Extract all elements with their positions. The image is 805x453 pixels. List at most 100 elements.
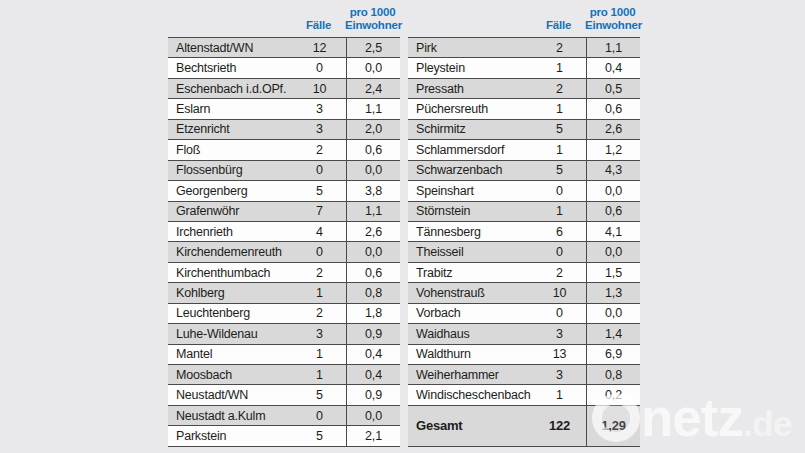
cases-value: 2: [293, 140, 346, 159]
table-row: Moosbach 1 0,4: [168, 365, 400, 385]
municipality-name: Luhe-Wildenau: [168, 324, 293, 343]
cases-value: 3: [533, 365, 586, 384]
municipality-name: Grafenwöhr: [168, 202, 293, 221]
cases-value: 3: [293, 324, 346, 343]
cases-value: 2: [533, 38, 586, 57]
table-row: Eslarn 3 1,1: [168, 99, 400, 119]
per1000-value: 0,6: [346, 263, 400, 282]
table-row: Waldthurn 13 6,9: [408, 345, 640, 365]
municipality-name: Neustadt/WN: [168, 385, 293, 404]
column-header-pro1000-line1: pro 1000: [345, 6, 400, 19]
table-row: Waidhaus 3 1,4: [408, 324, 640, 344]
watermark-netz: netz: [641, 397, 743, 439]
cases-value: 6: [533, 222, 586, 241]
municipality-name: Störnstein: [408, 202, 533, 221]
municipality-name: Eslarn: [168, 99, 293, 118]
table-row: Windischeschenbach 1 0,2: [408, 385, 640, 405]
per1000-value: 0,4: [586, 58, 640, 77]
table-row: Flossenbürg 0 0,0: [168, 161, 400, 181]
per1000-value: 3,8: [346, 181, 400, 200]
per1000-value: 0,5: [586, 79, 640, 98]
municipality-name: Kohlberg: [168, 283, 293, 302]
cases-value: 0: [293, 242, 346, 261]
table-row: Eschenbach i.d.OPf. 10 2,4: [168, 79, 400, 99]
municipality-name: Tännesberg: [408, 222, 533, 241]
per1000-value: 2,1: [346, 426, 400, 445]
table-row: Grafenwöhr 7 1,1: [168, 202, 400, 222]
per1000-value: 0,9: [346, 385, 400, 404]
table-row: Vorbach 0 0,0: [408, 304, 640, 324]
table-row: Pressath 2 0,5: [408, 79, 640, 99]
cases-value: 1: [293, 345, 346, 364]
cases-value: 0: [293, 406, 346, 425]
municipality-name: Waldthurn: [408, 345, 533, 364]
per1000-value: 0,0: [346, 406, 400, 425]
per1000-value: 2,6: [586, 120, 640, 139]
per1000-value: 0,6: [586, 202, 640, 221]
table-row: Kohlberg 1 0,8: [168, 283, 400, 303]
watermark-text: netz .de: [641, 397, 792, 439]
cases-value: 2: [293, 263, 346, 282]
cases-value: 4: [293, 222, 346, 241]
per1000-value: 1,2: [586, 140, 640, 159]
municipality-name: Schlammersdorf: [408, 140, 533, 159]
table-row: Pirk 2 1,1: [408, 38, 640, 58]
table-row: Kirchenthumbach 2 0,6: [168, 263, 400, 283]
table-row: Schwarzenbach 5 4,3: [408, 161, 640, 181]
municipality-name: Pressath: [408, 79, 533, 98]
cases-value: 5: [293, 385, 346, 404]
municipality-name: Parkstein: [168, 426, 293, 445]
per1000-value: 0,9: [346, 324, 400, 343]
cases-value: 2: [293, 304, 346, 323]
per1000-value: 1,1: [346, 202, 400, 221]
column-header-faelle: Fälle: [532, 19, 585, 32]
per1000-value: 2,6: [346, 222, 400, 241]
cases-value: 1: [533, 99, 586, 118]
per1000-value: 2,0: [346, 120, 400, 139]
municipality-name: Georgenberg: [168, 181, 293, 200]
cases-value: 10: [293, 79, 346, 98]
per1000-value: 0,0: [586, 304, 640, 323]
per1000-value: 0,4: [346, 365, 400, 384]
table-row: Luhe-Wildenau 3 0,9: [168, 324, 400, 344]
municipality-name: Vohenstrauß: [408, 283, 533, 302]
cases-value: 0: [533, 242, 586, 261]
municipality-name: Irchenrieth: [168, 222, 293, 241]
municipality-name: Speinshart: [408, 181, 533, 200]
cases-value: 5: [533, 161, 586, 180]
cases-value: 1: [533, 140, 586, 159]
table-row: Schirmitz 5 2,6: [408, 120, 640, 140]
municipality-name: Altenstadt/WN: [168, 38, 293, 57]
column-headers-right: Fälle pro 1000 Einwohner: [408, 0, 640, 37]
cases-value: 7: [293, 202, 346, 221]
per1000-value: 0,8: [586, 365, 640, 384]
per1000-value: 2,4: [346, 79, 400, 98]
cases-value: 12: [293, 38, 346, 57]
cases-value: 1: [293, 283, 346, 302]
cases-value: 0: [293, 58, 346, 77]
municipality-name: Mantel: [168, 345, 293, 364]
municipality-name: Schwarzenbach: [408, 161, 533, 180]
per1000-value: 0,6: [586, 99, 640, 118]
cases-value: 5: [293, 426, 346, 445]
municipality-name: Pirk: [408, 38, 533, 57]
column-headers-left: Fälle pro 1000 Einwohner: [168, 0, 400, 37]
municipality-name: Vorbach: [408, 304, 533, 323]
municipality-name: Floß: [168, 140, 293, 159]
table-row: Altenstadt/WN 12 2,5: [168, 38, 400, 58]
per1000-value: 4,3: [586, 161, 640, 180]
municipality-name: Eschenbach i.d.OPf.: [168, 79, 293, 98]
column-header-pro1000-line2: Einwohner: [585, 19, 640, 32]
cases-value: 3: [533, 324, 586, 343]
table-row: Störnstein 1 0,6: [408, 202, 640, 222]
cases-value: 3: [293, 120, 346, 139]
table-row: Leuchtenberg 2 1,8: [168, 304, 400, 324]
municipality-name: Kirchendemenreuth: [168, 242, 293, 261]
table-row: Etzenricht 3 2,0: [168, 120, 400, 140]
table-row: Tännesberg 6 4,1: [408, 222, 640, 242]
municipality-name: Püchersreuth: [408, 99, 533, 118]
table-row: Kirchendemenreuth 0 0,0: [168, 242, 400, 262]
cases-value: 5: [533, 120, 586, 139]
municipality-name: Kirchenthumbach: [168, 263, 293, 282]
table-row: Vohenstrauß 10 1,3: [408, 283, 640, 303]
